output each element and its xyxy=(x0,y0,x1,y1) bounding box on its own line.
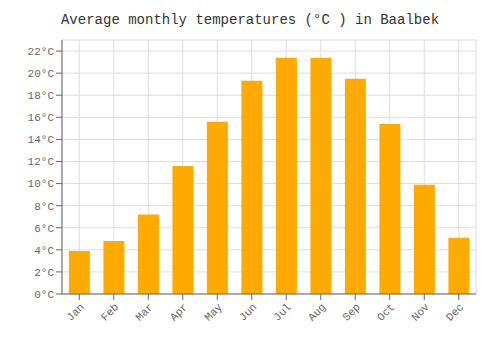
html-text:Average monthly temperatures (: Average monthly temperatures (°C ) in Ba… xyxy=(61,12,439,28)
svg-text:4°C: 4°C xyxy=(34,245,54,257)
svg-text:18°C: 18°C xyxy=(28,90,55,102)
svg-text:Jun: Jun xyxy=(237,301,259,323)
svg-text:20°C: 20°C xyxy=(28,68,55,80)
svg-text:Sep: Sep xyxy=(340,301,362,323)
svg-text:12°C: 12°C xyxy=(28,156,55,168)
svg-text:Aug: Aug xyxy=(306,301,328,323)
svg-text:Jan: Jan xyxy=(64,301,86,323)
svg-text:14°C: 14°C xyxy=(28,134,55,146)
svg-text:2°C: 2°C xyxy=(34,267,54,279)
svg-text:16°C: 16°C xyxy=(28,112,55,124)
svg-text:6°C: 6°C xyxy=(34,223,54,235)
svg-text:Dec: Dec xyxy=(444,301,466,323)
svg-text:10°C: 10°C xyxy=(28,178,55,190)
svg-text:8°C: 8°C xyxy=(34,201,54,213)
svg-text:Feb: Feb xyxy=(99,301,121,323)
svg-text:0°C: 0°C xyxy=(34,289,54,301)
svg-text:Oct: Oct xyxy=(375,301,397,323)
svg-text:22°C: 22°C xyxy=(28,46,55,58)
svg-text:Apr: Apr xyxy=(168,301,190,323)
svg-text:Mar: Mar xyxy=(133,301,155,323)
svg-text:Jul: Jul xyxy=(271,301,293,323)
svg-text:May: May xyxy=(202,301,225,324)
svg-text:Nov: Nov xyxy=(409,301,432,324)
